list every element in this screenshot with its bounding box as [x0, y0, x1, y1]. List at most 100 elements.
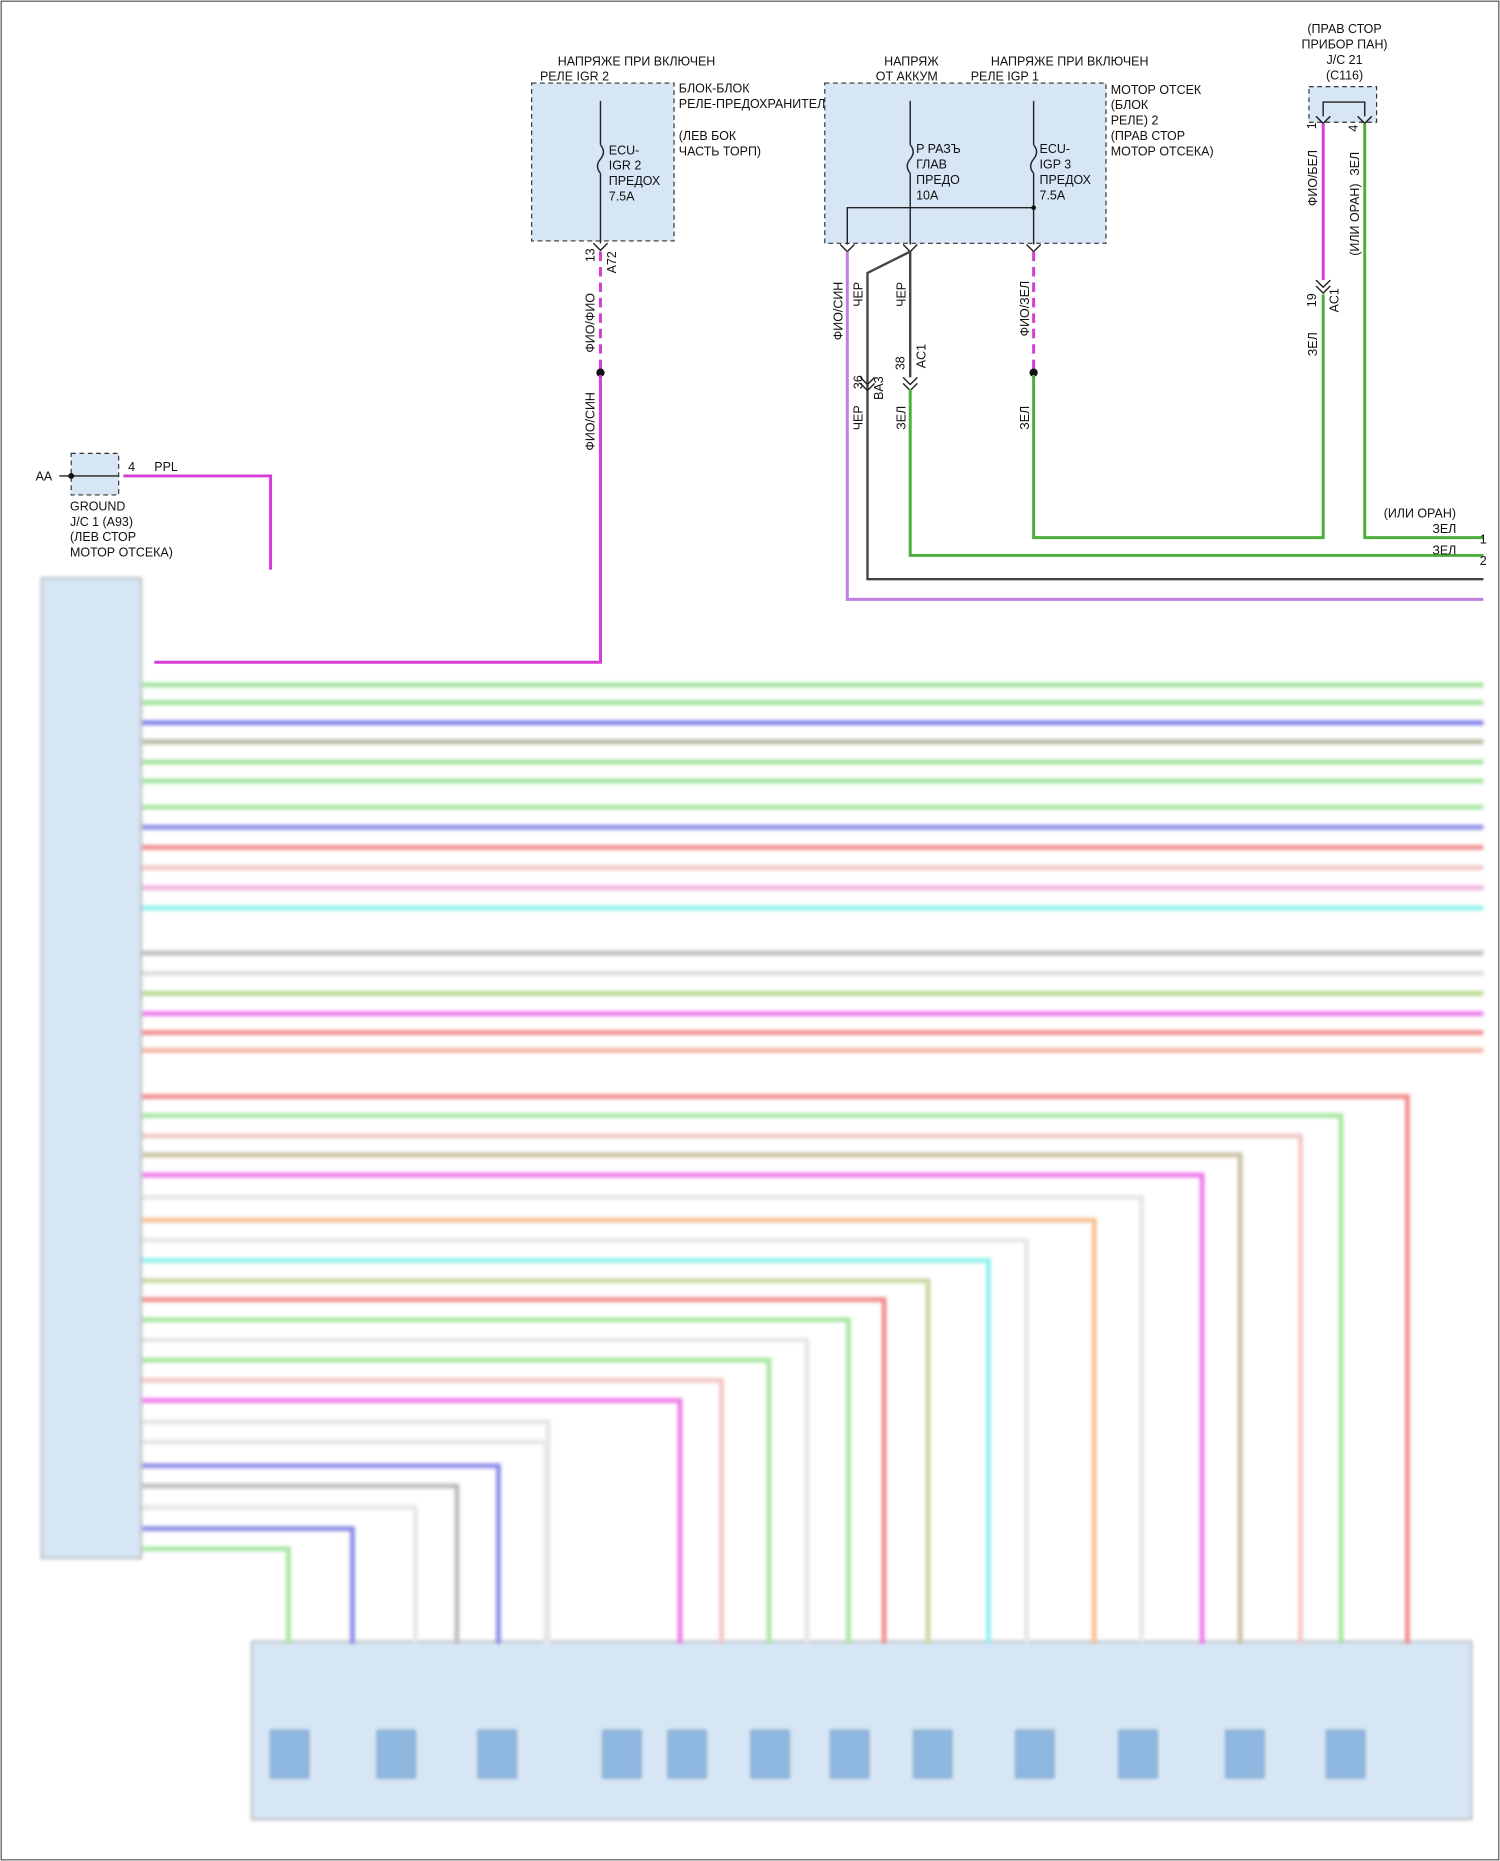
- splice: [596, 368, 605, 377]
- label: МОТОР ОТСЕКА): [70, 546, 173, 560]
- ground-box: [70, 452, 120, 496]
- label: ЗЕЛ: [1018, 406, 1032, 430]
- harness-wire: [142, 1133, 1304, 1644]
- label: 13: [584, 248, 598, 262]
- label: ЗЕЛ: [1432, 522, 1456, 536]
- label: ФИО/ФИО: [584, 293, 598, 353]
- label: ОТ АККУМ: [876, 70, 938, 84]
- block-box: [531, 82, 675, 242]
- component: [1326, 1729, 1366, 1779]
- component: [830, 1729, 870, 1779]
- label: ЗЕЛ: [894, 406, 908, 430]
- harness-wire: [142, 1483, 460, 1644]
- harness-wire: [142, 1504, 418, 1644]
- splice: [1031, 205, 1036, 211]
- label: 2: [1480, 554, 1487, 568]
- wire: [908, 389, 1484, 557]
- label: (ЛЕВ СТОР: [70, 530, 136, 544]
- component: [269, 1729, 310, 1779]
- harness-wire: [142, 1172, 1205, 1644]
- ecu-connector: [40, 577, 142, 1559]
- label: AC1: [1328, 288, 1342, 312]
- label: МОТОР ОТСЕКА): [1111, 144, 1214, 158]
- label: 38: [893, 356, 907, 370]
- harness-wire: [142, 1398, 683, 1644]
- label: (ИЛИ ОРАН): [1384, 506, 1456, 520]
- label: ЗЕЛ: [1348, 152, 1362, 176]
- component: [750, 1729, 790, 1779]
- label: НАПРЯЖЕ ПРИ ВКЛЮЧЕН: [558, 54, 716, 68]
- label: PPL: [154, 460, 178, 474]
- label: 4: [128, 460, 135, 474]
- component: [1118, 1729, 1158, 1779]
- harness-wire: [142, 1258, 991, 1644]
- harness-wire: [142, 1195, 1144, 1644]
- label: МОТОР ОТСЕК: [1111, 83, 1202, 97]
- label: ПРЕДОХ: [609, 174, 661, 188]
- label: ECU-: [609, 143, 639, 157]
- label: P РАЗЪ: [916, 142, 961, 156]
- label: ЗЕЛ: [1432, 543, 1456, 557]
- line: [1322, 101, 1366, 117]
- component: [1225, 1729, 1265, 1779]
- harness-wire: [142, 1217, 1097, 1644]
- component: [376, 1729, 416, 1779]
- label: РЕЛЕ) 2: [1111, 114, 1159, 128]
- wire: [154, 375, 602, 664]
- label: A72: [605, 251, 619, 273]
- wire: [845, 251, 1484, 601]
- label: GROUND: [70, 499, 125, 513]
- label: J/C 21: [1327, 53, 1363, 67]
- block-box: [824, 82, 1107, 244]
- label: ЧАСТЬ ТОРП): [679, 144, 761, 158]
- fuse: [596, 144, 605, 174]
- harness-wire: [142, 1357, 772, 1644]
- component: [1015, 1729, 1055, 1779]
- harness-wire: [142, 1237, 1029, 1644]
- label: 1: [1305, 122, 1319, 129]
- label: 7.5A: [609, 190, 635, 204]
- label: ФИО/СИН: [584, 392, 598, 451]
- fuse: [1029, 144, 1038, 174]
- harness-wire: [142, 1317, 851, 1644]
- label: IGR 2: [609, 159, 642, 173]
- wire: [123, 474, 273, 570]
- label: 19: [1305, 293, 1319, 307]
- jc21: (ПРАВ СТОР ПРИБОР ПАН) J/C 21 (C116) 1 4…: [1301, 22, 1484, 540]
- label: (ЛЕВ БОК: [679, 129, 737, 143]
- label: ПРЕДОХ: [1040, 173, 1092, 187]
- label: (ПРАВ СТОР: [1111, 129, 1185, 143]
- label: НАПРЯЖ: [884, 54, 939, 68]
- label: ЧЕР: [852, 282, 866, 307]
- label: БЛОК-БЛОК: [679, 82, 750, 96]
- harness-wire: [142, 1337, 810, 1644]
- connector: [1315, 279, 1331, 295]
- right-terminals: (ИЛИ ОРАН) ЗЕЛ 1 ЗЕЛ 2: [1384, 506, 1487, 567]
- label: РЕЛЕ-ПРЕДОХРАНИТЕЛЯ: [679, 97, 834, 111]
- igr2-block: НАПРЯЖЕ ПРИ ВКЛЮЧЕН РЕЛЕ IGR 2 БЛОК-БЛОК…: [154, 54, 834, 664]
- label: 1: [1480, 533, 1487, 547]
- harness-wire: [142, 1463, 501, 1644]
- ground-connector: AA 4 PPL GROUND J/C 1 (A93) (ЛЕВ СТОР МО…: [36, 452, 273, 570]
- label: ПРЕДО: [916, 173, 960, 187]
- label: 36: [852, 375, 866, 389]
- wire: [1363, 123, 1484, 540]
- harness-wire: [142, 1113, 1344, 1644]
- label: РЕЛЕ IGR 2: [540, 70, 609, 84]
- engine-block: НАПРЯЖ ОТ АККУМ НАПРЯЖЕ ПРИ ВКЛЮЧЕН РЕЛЕ…: [824, 54, 1484, 601]
- label: ЧЕР: [852, 405, 866, 430]
- label: ФИО/СИН: [832, 282, 846, 341]
- label: НАПРЯЖЕ ПРИ ВКЛЮЧЕН: [991, 54, 1149, 68]
- label: ГЛАВ: [916, 158, 947, 172]
- label: ФИО/ЗЕЛ: [1018, 281, 1032, 337]
- fuse: [906, 144, 914, 174]
- label: AA: [36, 470, 53, 484]
- harness-wire: [142, 1526, 355, 1644]
- component: [477, 1729, 517, 1779]
- label: 4: [1347, 125, 1361, 132]
- label: IGP 3: [1040, 158, 1072, 172]
- label: BA3: [872, 376, 886, 400]
- label: AC1: [915, 344, 929, 368]
